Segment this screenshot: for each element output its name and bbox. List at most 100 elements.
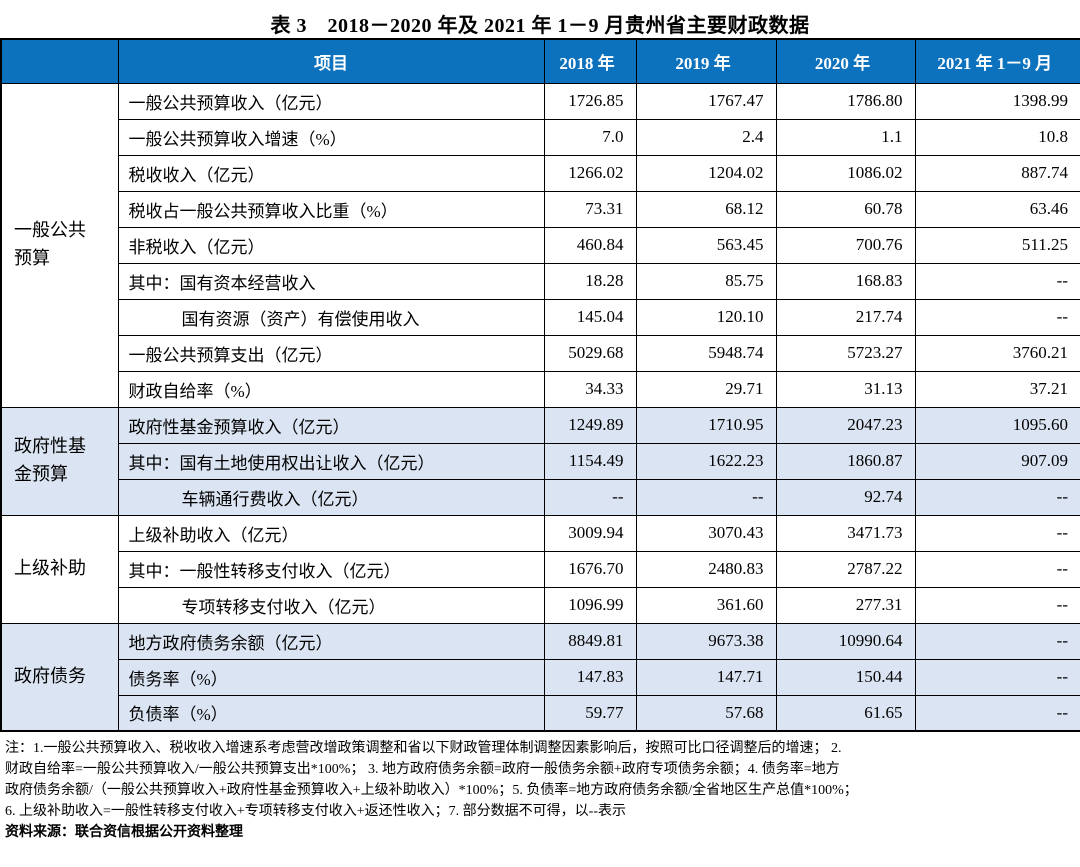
table-title: 表 3 2018－2020 年及 2021 年 1－9 月贵州省主要财政数据 (270, 15, 810, 37)
table-row: 债务率（%） 147.83 147.71 150.44 -- (1, 658, 1080, 696)
value-cell: 1676.70 (543, 550, 637, 588)
value-cell: 563.45 (635, 226, 777, 264)
value-cell: 1.1 (775, 118, 916, 156)
value-cell: 10990.64 (775, 622, 916, 660)
value-cell: 2787.22 (775, 550, 916, 588)
value-cell: -- (914, 586, 1080, 624)
table-row: 一般公共预算支出（亿元） 5029.68 5948.74 5723.27 3760.21 (1, 334, 1080, 372)
column-header-item: 项目 (117, 38, 545, 84)
value-cell: 29.71 (635, 370, 777, 408)
row-label: 车辆通行费收入（亿元） (117, 478, 545, 516)
table-row: 税收占一般公共预算收入比重（%） 73.31 68.12 60.78 63.46 (1, 190, 1080, 228)
table-row: 其中：国有土地使用权出让收入（亿元） 1154.49 1622.23 1860.87 9… (1, 442, 1080, 480)
value-cell: 9673.38 (635, 622, 777, 660)
value-cell: 1154.49 (543, 442, 637, 480)
data-source-line: 资料来源：联合资信根据公开资料整理 (5, 825, 243, 840)
row-label: 政府性基金预算收入（亿元） (117, 406, 545, 444)
value-cell: 92.74 (775, 478, 916, 516)
value-cell: 1204.02 (635, 154, 777, 192)
table-row: 政府债务 地方政府债务余额（亿元） 8849.81 9673.38 10990.64 -- (0, 622, 1080, 732)
header-row: 项目 2018 年 2019 年 2020 年 2021 年 1－9 月 (0, 38, 1080, 84)
column-header-2019: 2019 年 (635, 38, 777, 84)
value-cell: 907.09 (914, 442, 1080, 480)
value-cell: 460.84 (543, 226, 637, 264)
corner-cell (0, 38, 119, 84)
table-row: 非税收入（亿元） 460.84 563.45 700.76 511.25 (1, 226, 1080, 264)
value-cell: 85.75 (635, 262, 777, 300)
value-cell: 7.0 (543, 118, 637, 156)
value-cell: 63.46 (914, 190, 1080, 228)
row-label: 一般公共预算支出（亿元） (117, 334, 545, 372)
column-header-2020: 2020 年 (775, 38, 916, 84)
table-row: 税收收入（亿元） 1266.02 1204.02 1086.02 887.74 (1, 154, 1080, 192)
table-row: 上级补助 上级补助收入（亿元） 3009.94 3070.43 3471.73 -- (0, 514, 1080, 624)
row-label: 一般公共预算收入（亿元） (117, 82, 545, 120)
table-row: 政府性基金预算 政府性基金预算收入（亿元） 1249.89 1710.95 2047.2… (0, 406, 1080, 516)
value-cell: 57.68 (635, 694, 777, 732)
table-row: 专项转移支付收入（亿元） 1096.99 361.60 277.31 -- (1, 586, 1080, 624)
value-cell: 61.65 (775, 694, 916, 732)
table-row: 其中：国有资本经营收入 18.28 85.75 168.83 -- (1, 262, 1080, 300)
row-label: 债务率（%） (117, 658, 545, 696)
value-cell: 147.71 (635, 658, 777, 696)
value-cell: 3070.43 (635, 514, 777, 552)
column-header-2018: 2018 年 (543, 38, 637, 84)
row-label: 其中：一般性转移支付收入（亿元） (117, 550, 545, 588)
row-label: 其中：国有资本经营收入 (117, 262, 545, 300)
value-cell: -- (914, 514, 1080, 552)
table-row: 国有资源（资产）有偿使用收入 145.04 120.10 217.74 -- (1, 298, 1080, 336)
value-cell: 1086.02 (775, 154, 916, 192)
value-cell: -- (914, 262, 1080, 300)
group-cell-1: 政府性基金预算 (0, 406, 119, 516)
row-label: 一般公共预算收入增速（%） (117, 118, 545, 156)
value-cell: 277.31 (775, 586, 916, 624)
value-cell: 147.83 (543, 658, 637, 696)
row-label: 税收收入（亿元） (117, 154, 545, 192)
value-cell: 3471.73 (775, 514, 916, 552)
fiscal-data-table: 项目 2018 年 2019 年 2020 年 2021 年 1－9 月 一般公… (0, 38, 1080, 732)
value-cell: 1726.85 (543, 82, 637, 120)
value-cell: 1622.23 (635, 442, 777, 480)
value-cell: 361.60 (635, 586, 777, 624)
value-cell: 1096.99 (543, 586, 637, 624)
column-header-2021: 2021 年 1－9 月 (914, 38, 1080, 84)
value-cell: 8849.81 (543, 622, 637, 660)
value-cell: -- (543, 478, 637, 516)
table-row: 一般公共预算 一般公共预算收入（亿元） 1726.85 1767.47 1786.80 1… (0, 82, 1080, 408)
footnotes: 注：1.一般公共预算收入、税收收入增速系考虑营改增政策调整和省以下财政管理体制调… (0, 732, 1080, 822)
group-cell-2: 上级补助 (0, 514, 119, 624)
row-label: 负债率（%） (117, 694, 545, 732)
footnote-line: 注：1.一般公共预算收入、税收收入增速系考虑营改增政策调整和省以下财政管理体制调… (5, 741, 842, 756)
value-cell: 1860.87 (775, 442, 916, 480)
value-cell: 1249.89 (543, 406, 637, 444)
value-cell: 2047.23 (775, 406, 916, 444)
value-cell: 68.12 (635, 190, 777, 228)
value-cell: 31.13 (775, 370, 916, 408)
value-cell: 1398.99 (914, 82, 1080, 120)
table-row: 一般公共预算收入增速（%） 7.0 2.4 1.1 10.8 (1, 118, 1080, 156)
row-label: 国有资源（资产）有偿使用收入 (117, 298, 545, 336)
group-cell-3: 政府债务 (0, 622, 119, 732)
value-cell: 217.74 (775, 298, 916, 336)
value-cell: 1767.47 (635, 82, 777, 120)
value-cell: 60.78 (775, 190, 916, 228)
row-label: 上级补助收入（亿元） (117, 514, 545, 552)
value-cell: 3009.94 (543, 514, 637, 552)
footnote-line: 6. 上级补助收入=一般性转移支付收入+专项转移支付收入+返还性收入；7. 部分… (5, 804, 627, 819)
value-cell: -- (914, 298, 1080, 336)
table-row: 财政自给率（%） 34.33 29.71 31.13 37.21 (1, 370, 1080, 408)
value-cell: 2.4 (635, 118, 777, 156)
value-cell: -- (914, 550, 1080, 588)
row-label: 财政自给率（%） (117, 370, 545, 408)
value-cell: 511.25 (914, 226, 1080, 264)
group-cell-0: 一般公共预算 (0, 82, 119, 408)
value-cell: 10.8 (914, 118, 1080, 156)
row-label: 其中：国有土地使用权出让收入（亿元） (117, 442, 545, 480)
value-cell: 1095.60 (914, 406, 1080, 444)
value-cell: 145.04 (543, 298, 637, 336)
value-cell: 34.33 (543, 370, 637, 408)
row-label: 税收占一般公共预算收入比重（%） (117, 190, 545, 228)
value-cell: 150.44 (775, 658, 916, 696)
row-label: 非税收入（亿元） (117, 226, 545, 264)
value-cell: 120.10 (635, 298, 777, 336)
